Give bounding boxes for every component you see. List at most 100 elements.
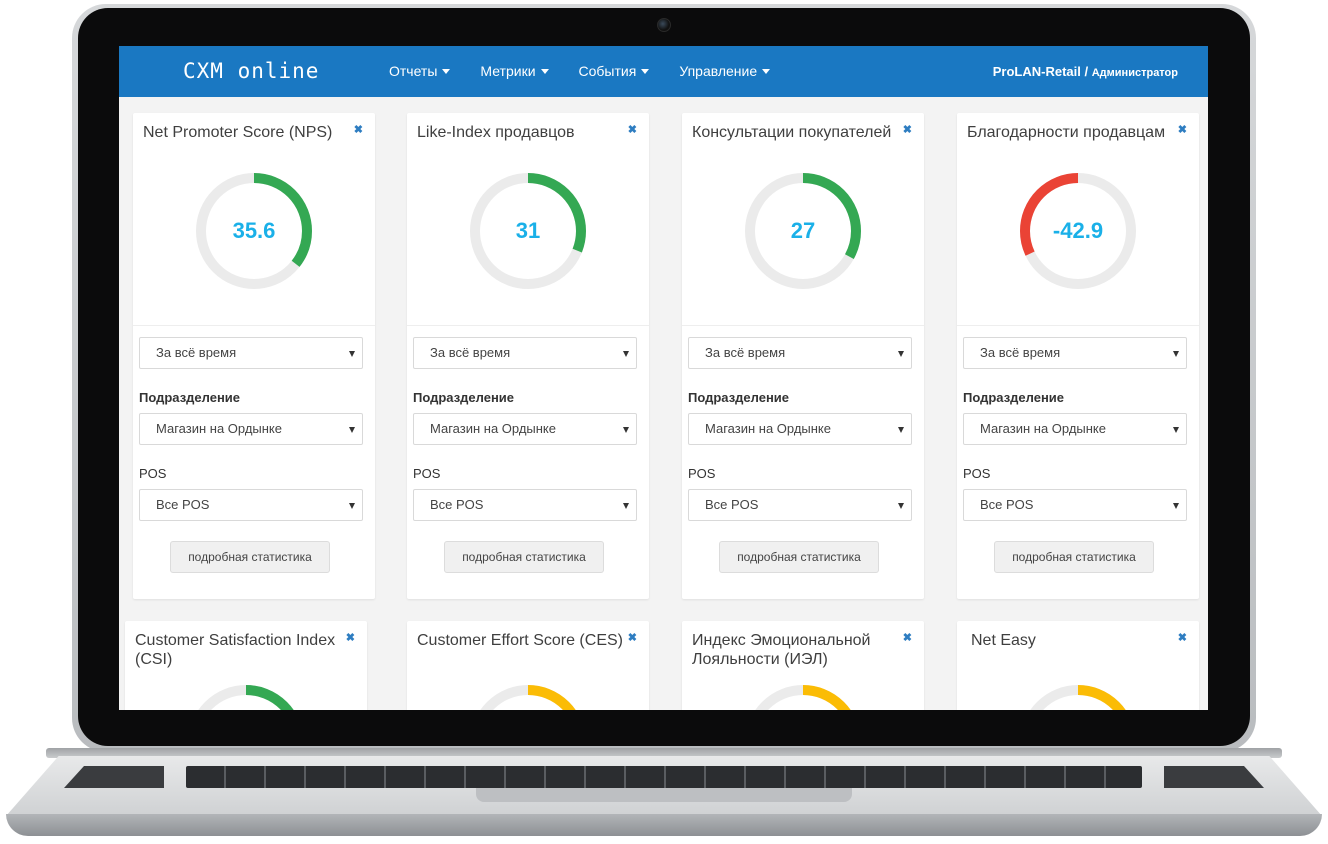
- close-icon[interactable]: ✖: [902, 124, 912, 136]
- gauge: [468, 683, 588, 710]
- gauge-chart: [1020, 173, 1136, 289]
- metric-card: Net Easy ✖: [957, 621, 1199, 710]
- caret-down-icon: [898, 427, 904, 433]
- gauge-value: 35.6: [232, 218, 276, 243]
- period-select[interactable]: За всё время: [688, 337, 912, 369]
- caret-down-icon: [641, 69, 650, 74]
- caret-down-icon: [898, 503, 904, 509]
- user-separator: /: [1084, 64, 1089, 79]
- menu-item-label: Управление: [679, 63, 758, 79]
- select-value: За всё время: [980, 345, 1061, 360]
- close-icon[interactable]: ✖: [353, 124, 363, 136]
- gauge-chart: [470, 173, 586, 289]
- select-value: Все POS: [430, 497, 484, 512]
- caret-down-icon: [349, 503, 355, 509]
- detailed-stats-button[interactable]: подробная статистика: [444, 541, 604, 573]
- gauge: -42.9: [1018, 171, 1138, 291]
- menu-item-label: Отчеты: [389, 63, 438, 79]
- caret-down-icon: [1173, 503, 1179, 509]
- gauge: 35.6: [194, 171, 314, 291]
- laptop-deck: [6, 756, 1322, 816]
- gauge-arc: [745, 685, 861, 710]
- division-select[interactable]: Магазин на Ордынке: [413, 413, 637, 445]
- metric-card: Customer Satisfaction Index (CSI) ✖: [125, 621, 367, 710]
- gauge-chart: [1020, 685, 1136, 710]
- menu-item-management[interactable]: Управление: [664, 46, 785, 97]
- select-value: За всё время: [705, 345, 786, 360]
- metric-card: Благодарности продавцам ✖ -42.9 За всё врем…: [957, 113, 1199, 599]
- card-title: Индекс Эмоциональной Лояльности (ИЭЛ): [692, 632, 871, 668]
- detailed-stats-button[interactable]: подробная статистика: [994, 541, 1154, 573]
- company-name: ProLAN-Retail: [992, 64, 1081, 79]
- gauge-arc: [470, 173, 586, 289]
- division-label: Подразделение: [963, 390, 1065, 405]
- gauge-chart: [196, 173, 312, 289]
- user-info[interactable]: ProLAN-Retail / Администратор: [993, 46, 1178, 97]
- select-value: Все POS: [705, 497, 759, 512]
- caret-down-icon: [442, 69, 451, 74]
- caret-down-icon: [349, 351, 355, 357]
- gauge-arc: [1020, 173, 1136, 289]
- card-divider: [407, 325, 649, 326]
- card-title: Консультации покупателей: [692, 124, 892, 141]
- select-value: Все POS: [156, 497, 210, 512]
- webcam: [657, 18, 671, 32]
- close-icon[interactable]: ✖: [1177, 124, 1187, 136]
- select-value: За всё время: [156, 345, 237, 360]
- period-select[interactable]: За всё время: [413, 337, 637, 369]
- metric-card: Консультации покупателей ✖ 27 За всё время П…: [682, 113, 924, 599]
- gauge: [1018, 683, 1138, 710]
- menu-item-metrics[interactable]: Метрики: [465, 46, 563, 97]
- menu-item-events[interactable]: События: [564, 46, 665, 97]
- division-select[interactable]: Магазин на Ордынке: [963, 413, 1187, 445]
- app-logo[interactable]: CXM online: [183, 59, 320, 83]
- menu-item-label: События: [578, 63, 637, 79]
- close-icon[interactable]: ✖: [627, 632, 637, 644]
- keyboard-edge-left: [64, 766, 164, 788]
- menu-item-reports[interactable]: Отчеты: [374, 46, 465, 97]
- laptop-front: [6, 814, 1322, 836]
- close-icon[interactable]: ✖: [902, 632, 912, 644]
- keyboard-edge-right: [1164, 766, 1264, 788]
- caret-down-icon: [540, 69, 549, 74]
- gauge: [186, 683, 306, 710]
- pos-select[interactable]: Все POS: [413, 489, 637, 521]
- caret-down-icon: [1173, 427, 1179, 433]
- division-label: Подразделение: [688, 390, 790, 405]
- division-label: Подразделение: [139, 390, 241, 405]
- caret-down-icon: [623, 427, 629, 433]
- select-value: Магазин на Ордынке: [430, 421, 556, 436]
- period-select[interactable]: За всё время: [139, 337, 363, 369]
- gauge-arc: [470, 685, 586, 710]
- pos-select[interactable]: Все POS: [688, 489, 912, 521]
- pos-label: POS: [139, 466, 167, 481]
- division-select[interactable]: Магазин на Ордынке: [688, 413, 912, 445]
- menu-item-label: Метрики: [480, 63, 536, 79]
- card-title: Net Promoter Score (NPS): [143, 124, 333, 141]
- close-icon[interactable]: ✖: [1177, 632, 1187, 644]
- select-value: Магазин на Ордынке: [156, 421, 282, 436]
- gauge-chart: [470, 685, 586, 710]
- close-icon[interactable]: ✖: [345, 632, 355, 644]
- close-icon[interactable]: ✖: [627, 124, 637, 136]
- navbar: CXM online Отчеты Метрики События Управл…: [119, 46, 1208, 97]
- select-value: За всё время: [430, 345, 511, 360]
- detailed-stats-button[interactable]: подробная статистика: [170, 541, 330, 573]
- gauge-value: 31: [515, 218, 541, 243]
- caret-down-icon: [898, 351, 904, 357]
- caret-down-icon: [762, 69, 771, 74]
- pos-label: POS: [963, 466, 991, 481]
- gauge-chart: [745, 685, 861, 710]
- caret-down-icon: [623, 351, 629, 357]
- pos-select[interactable]: Все POS: [139, 489, 363, 521]
- division-select[interactable]: Магазин на Ордынке: [139, 413, 363, 445]
- metric-card: Индекс Эмоциональной Лояльности (ИЭЛ) ✖: [682, 621, 924, 710]
- detailed-stats-button[interactable]: подробная статистика: [719, 541, 879, 573]
- card-title: Like-Index продавцов: [417, 124, 575, 141]
- metric-card: Customer Effort Score (CES) ✖: [407, 621, 649, 710]
- gauge-arc: [196, 173, 312, 289]
- pos-select[interactable]: Все POS: [963, 489, 1187, 521]
- period-select[interactable]: За всё время: [963, 337, 1187, 369]
- trackpad: [476, 788, 852, 802]
- screen: CXM online Отчеты Метрики События Управл…: [119, 46, 1208, 710]
